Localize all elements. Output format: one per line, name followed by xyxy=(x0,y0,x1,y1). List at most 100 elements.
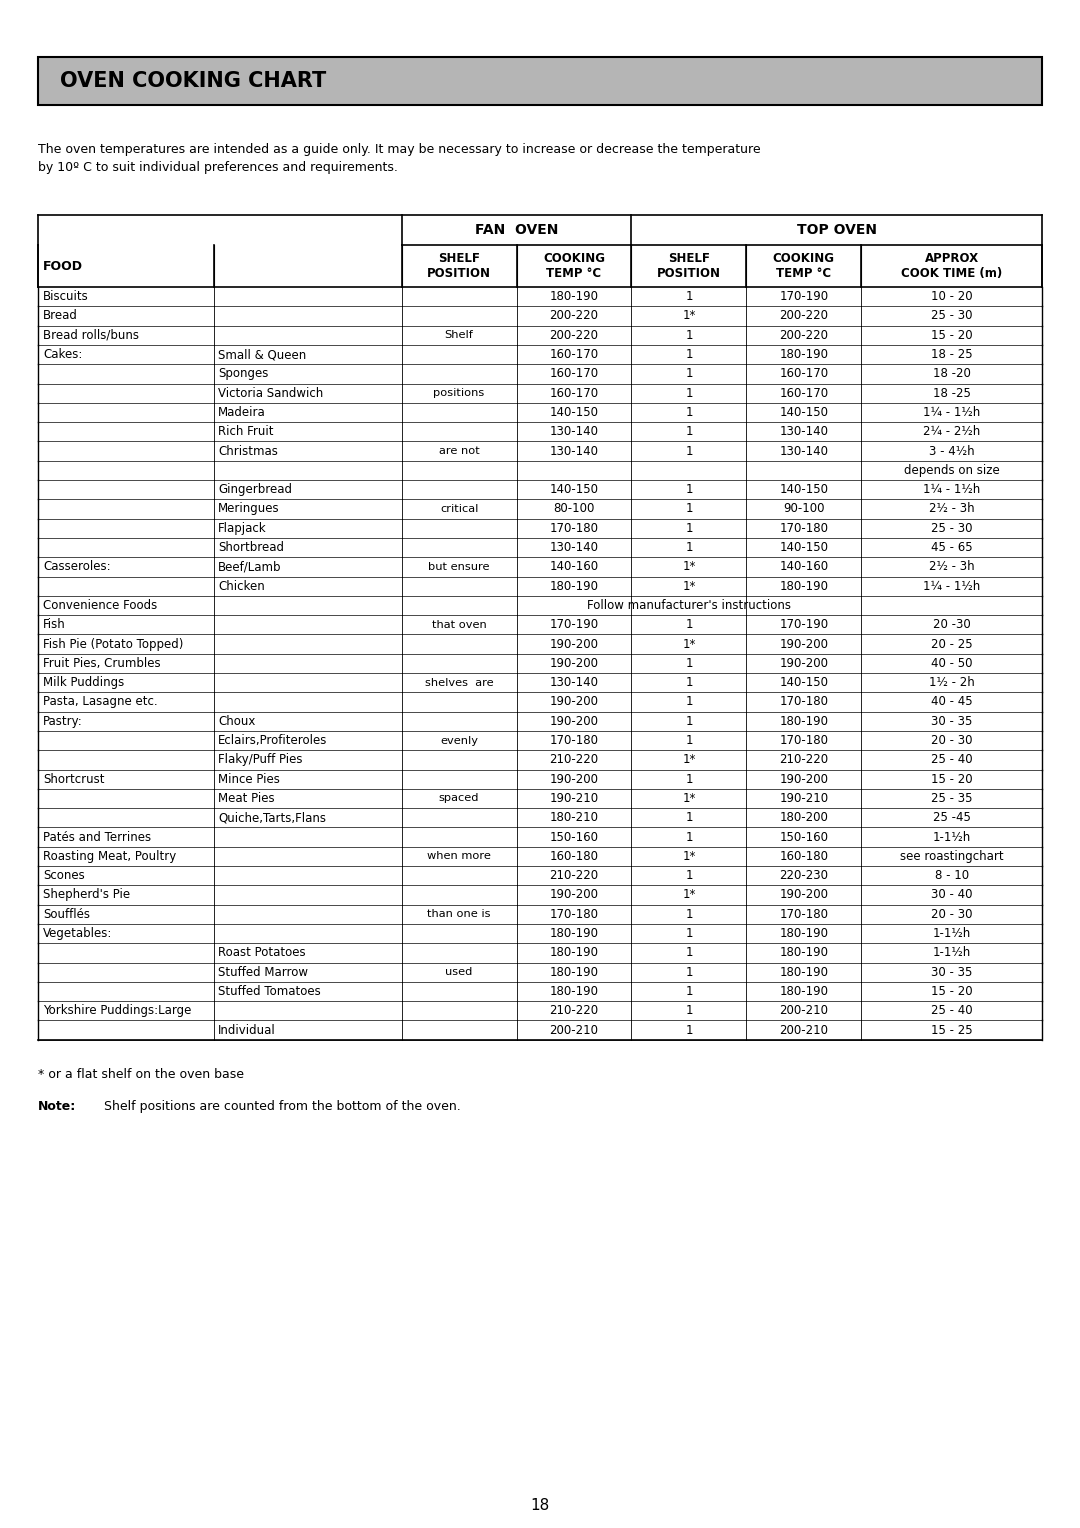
Text: COOKING
TEMP °C: COOKING TEMP °C xyxy=(543,252,605,280)
Text: 200-210: 200-210 xyxy=(550,1024,598,1036)
Text: 1*: 1* xyxy=(683,310,696,322)
Text: 1: 1 xyxy=(685,946,692,960)
Text: 8 - 10: 8 - 10 xyxy=(934,869,969,882)
Text: Bread rolls/buns: Bread rolls/buns xyxy=(43,329,139,342)
Text: 180-190: 180-190 xyxy=(780,579,828,593)
Text: 200-220: 200-220 xyxy=(780,310,828,322)
Text: 1-1½h: 1-1½h xyxy=(932,946,971,960)
Text: 30 - 35: 30 - 35 xyxy=(931,966,972,978)
Text: 30 - 40: 30 - 40 xyxy=(931,888,972,902)
Text: 170-190: 170-190 xyxy=(780,290,828,303)
Text: SHELF
POSITION: SHELF POSITION xyxy=(657,252,721,280)
Text: 1: 1 xyxy=(685,1004,692,1018)
Text: Shelf positions are counted from the bottom of the oven.: Shelf positions are counted from the bot… xyxy=(96,1100,461,1112)
Text: Vegetables:: Vegetables: xyxy=(43,927,112,940)
Text: 90-100: 90-100 xyxy=(783,503,824,515)
Text: 180-190: 180-190 xyxy=(780,927,828,940)
Text: 200-220: 200-220 xyxy=(780,329,828,342)
Text: Soufflés: Soufflés xyxy=(43,908,90,921)
Text: Cakes:: Cakes: xyxy=(43,348,82,361)
Text: Pasta, Lasagne etc.: Pasta, Lasagne etc. xyxy=(43,695,158,709)
Text: Patés and Terrines: Patés and Terrines xyxy=(43,831,151,843)
Text: 170-180: 170-180 xyxy=(780,521,828,535)
Text: 25 -45: 25 -45 xyxy=(933,811,971,824)
Text: Beef/Lamb: Beef/Lamb xyxy=(218,561,282,573)
Text: 180-190: 180-190 xyxy=(780,946,828,960)
Text: 1: 1 xyxy=(685,619,692,631)
Text: 40 - 50: 40 - 50 xyxy=(931,657,972,669)
Text: APPROX
COOK TIME (m): APPROX COOK TIME (m) xyxy=(901,252,1002,280)
Text: 140-150: 140-150 xyxy=(780,677,828,689)
Text: 200-210: 200-210 xyxy=(780,1024,828,1036)
Text: critical: critical xyxy=(440,504,478,513)
Text: Individual: Individual xyxy=(218,1024,276,1036)
Text: 140-160: 140-160 xyxy=(780,561,828,573)
Text: 180-190: 180-190 xyxy=(550,290,598,303)
Text: 1: 1 xyxy=(685,387,692,400)
Text: 180-190: 180-190 xyxy=(780,966,828,978)
Text: 130-140: 130-140 xyxy=(550,677,598,689)
Text: 130-140: 130-140 xyxy=(550,445,598,457)
Text: 180-190: 180-190 xyxy=(550,579,598,593)
Text: 160-170: 160-170 xyxy=(550,387,598,400)
Text: 1-1½h: 1-1½h xyxy=(932,927,971,940)
Text: than one is: than one is xyxy=(428,909,491,920)
Text: 150-160: 150-160 xyxy=(780,831,828,843)
Text: 130-140: 130-140 xyxy=(550,541,598,555)
Text: 1: 1 xyxy=(685,715,692,727)
Text: 190-210: 190-210 xyxy=(550,792,598,805)
Text: 190-200: 190-200 xyxy=(550,695,598,709)
Text: 1¼ - 1½h: 1¼ - 1½h xyxy=(923,406,981,419)
Text: 210-220: 210-220 xyxy=(550,753,598,767)
Text: 180-190: 180-190 xyxy=(550,966,598,978)
Text: 170-180: 170-180 xyxy=(780,695,828,709)
Text: 1: 1 xyxy=(685,1024,692,1036)
Text: 25 - 30: 25 - 30 xyxy=(931,310,972,322)
Text: 190-200: 190-200 xyxy=(550,888,598,902)
Text: Shepherd's Pie: Shepherd's Pie xyxy=(43,888,130,902)
Text: 45 - 65: 45 - 65 xyxy=(931,541,972,555)
Text: 1*: 1* xyxy=(683,579,696,593)
Text: 1-1½h: 1-1½h xyxy=(932,831,971,843)
Text: 210-220: 210-220 xyxy=(550,1004,598,1018)
Text: that oven: that oven xyxy=(432,620,486,630)
Text: 160-170: 160-170 xyxy=(780,387,828,400)
Text: 180-210: 180-210 xyxy=(550,811,598,824)
Text: Fish Pie (Potato Topped): Fish Pie (Potato Topped) xyxy=(43,637,184,651)
Text: 210-220: 210-220 xyxy=(550,869,598,882)
Text: Mince Pies: Mince Pies xyxy=(218,773,280,785)
Text: but ensure: but ensure xyxy=(429,562,490,571)
Text: 160-170: 160-170 xyxy=(550,367,598,380)
Text: depends on size: depends on size xyxy=(904,465,999,477)
Text: 18 -25: 18 -25 xyxy=(933,387,971,400)
Text: Scones: Scones xyxy=(43,869,84,882)
Text: 1: 1 xyxy=(685,445,692,457)
Text: Note:: Note: xyxy=(38,1100,77,1112)
Text: Meat Pies: Meat Pies xyxy=(218,792,275,805)
Text: 25 - 40: 25 - 40 xyxy=(931,1004,972,1018)
Text: 1*: 1* xyxy=(683,792,696,805)
Text: Pastry:: Pastry: xyxy=(43,715,83,727)
Text: 15 - 20: 15 - 20 xyxy=(931,329,972,342)
Text: Fruit Pies, Crumbles: Fruit Pies, Crumbles xyxy=(43,657,161,669)
Text: 180-190: 180-190 xyxy=(550,986,598,998)
Text: Rich Fruit: Rich Fruit xyxy=(218,425,273,439)
Text: 160-170: 160-170 xyxy=(780,367,828,380)
Text: 1: 1 xyxy=(685,367,692,380)
Text: 15 - 20: 15 - 20 xyxy=(931,773,972,785)
Text: 140-160: 140-160 xyxy=(550,561,598,573)
Text: 10 - 20: 10 - 20 xyxy=(931,290,972,303)
Text: positions: positions xyxy=(433,388,485,399)
Text: 170-180: 170-180 xyxy=(550,733,598,747)
Text: Shortbread: Shortbread xyxy=(218,541,284,555)
Text: 25 - 40: 25 - 40 xyxy=(931,753,972,767)
Text: 18 - 25: 18 - 25 xyxy=(931,348,972,361)
Text: when more: when more xyxy=(428,851,491,862)
Text: 180-190: 180-190 xyxy=(550,927,598,940)
Text: The oven temperatures are intended as a guide only. It may be necessary to incre: The oven temperatures are intended as a … xyxy=(38,144,760,174)
Text: 180-190: 180-190 xyxy=(780,715,828,727)
Text: 18 -20: 18 -20 xyxy=(933,367,971,380)
Text: 190-210: 190-210 xyxy=(780,792,828,805)
Text: 20 - 30: 20 - 30 xyxy=(931,908,972,921)
Text: * or a flat shelf on the oven base: * or a flat shelf on the oven base xyxy=(38,1068,244,1080)
